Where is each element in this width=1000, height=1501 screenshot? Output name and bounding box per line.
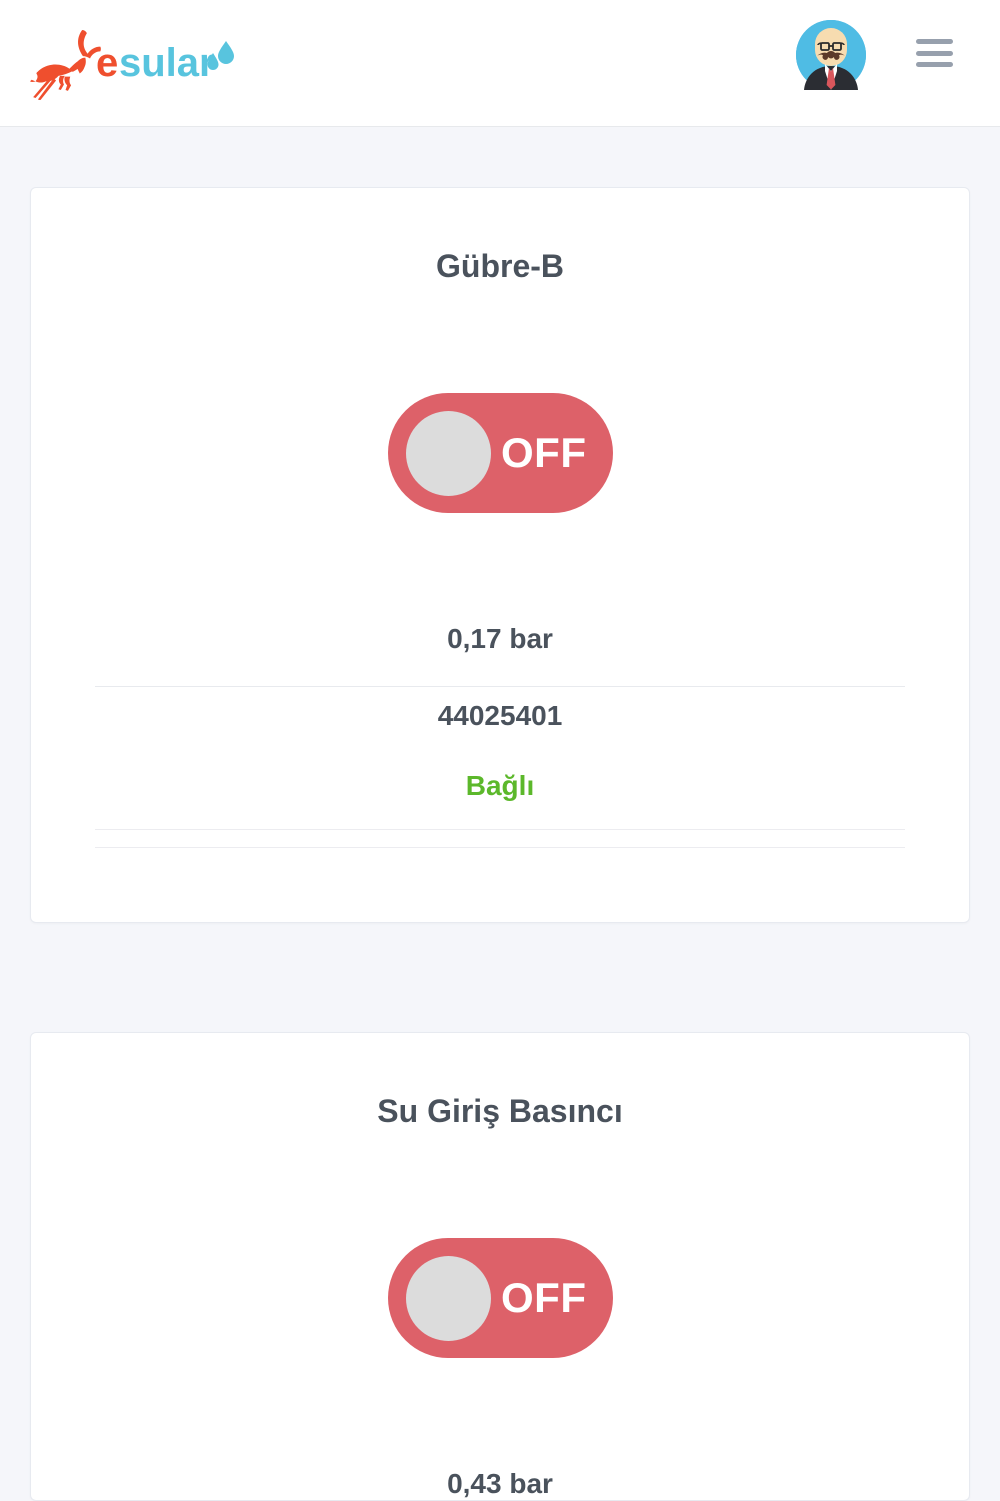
svg-text:sular: sular xyxy=(119,41,215,85)
svg-text:e: e xyxy=(96,41,118,85)
